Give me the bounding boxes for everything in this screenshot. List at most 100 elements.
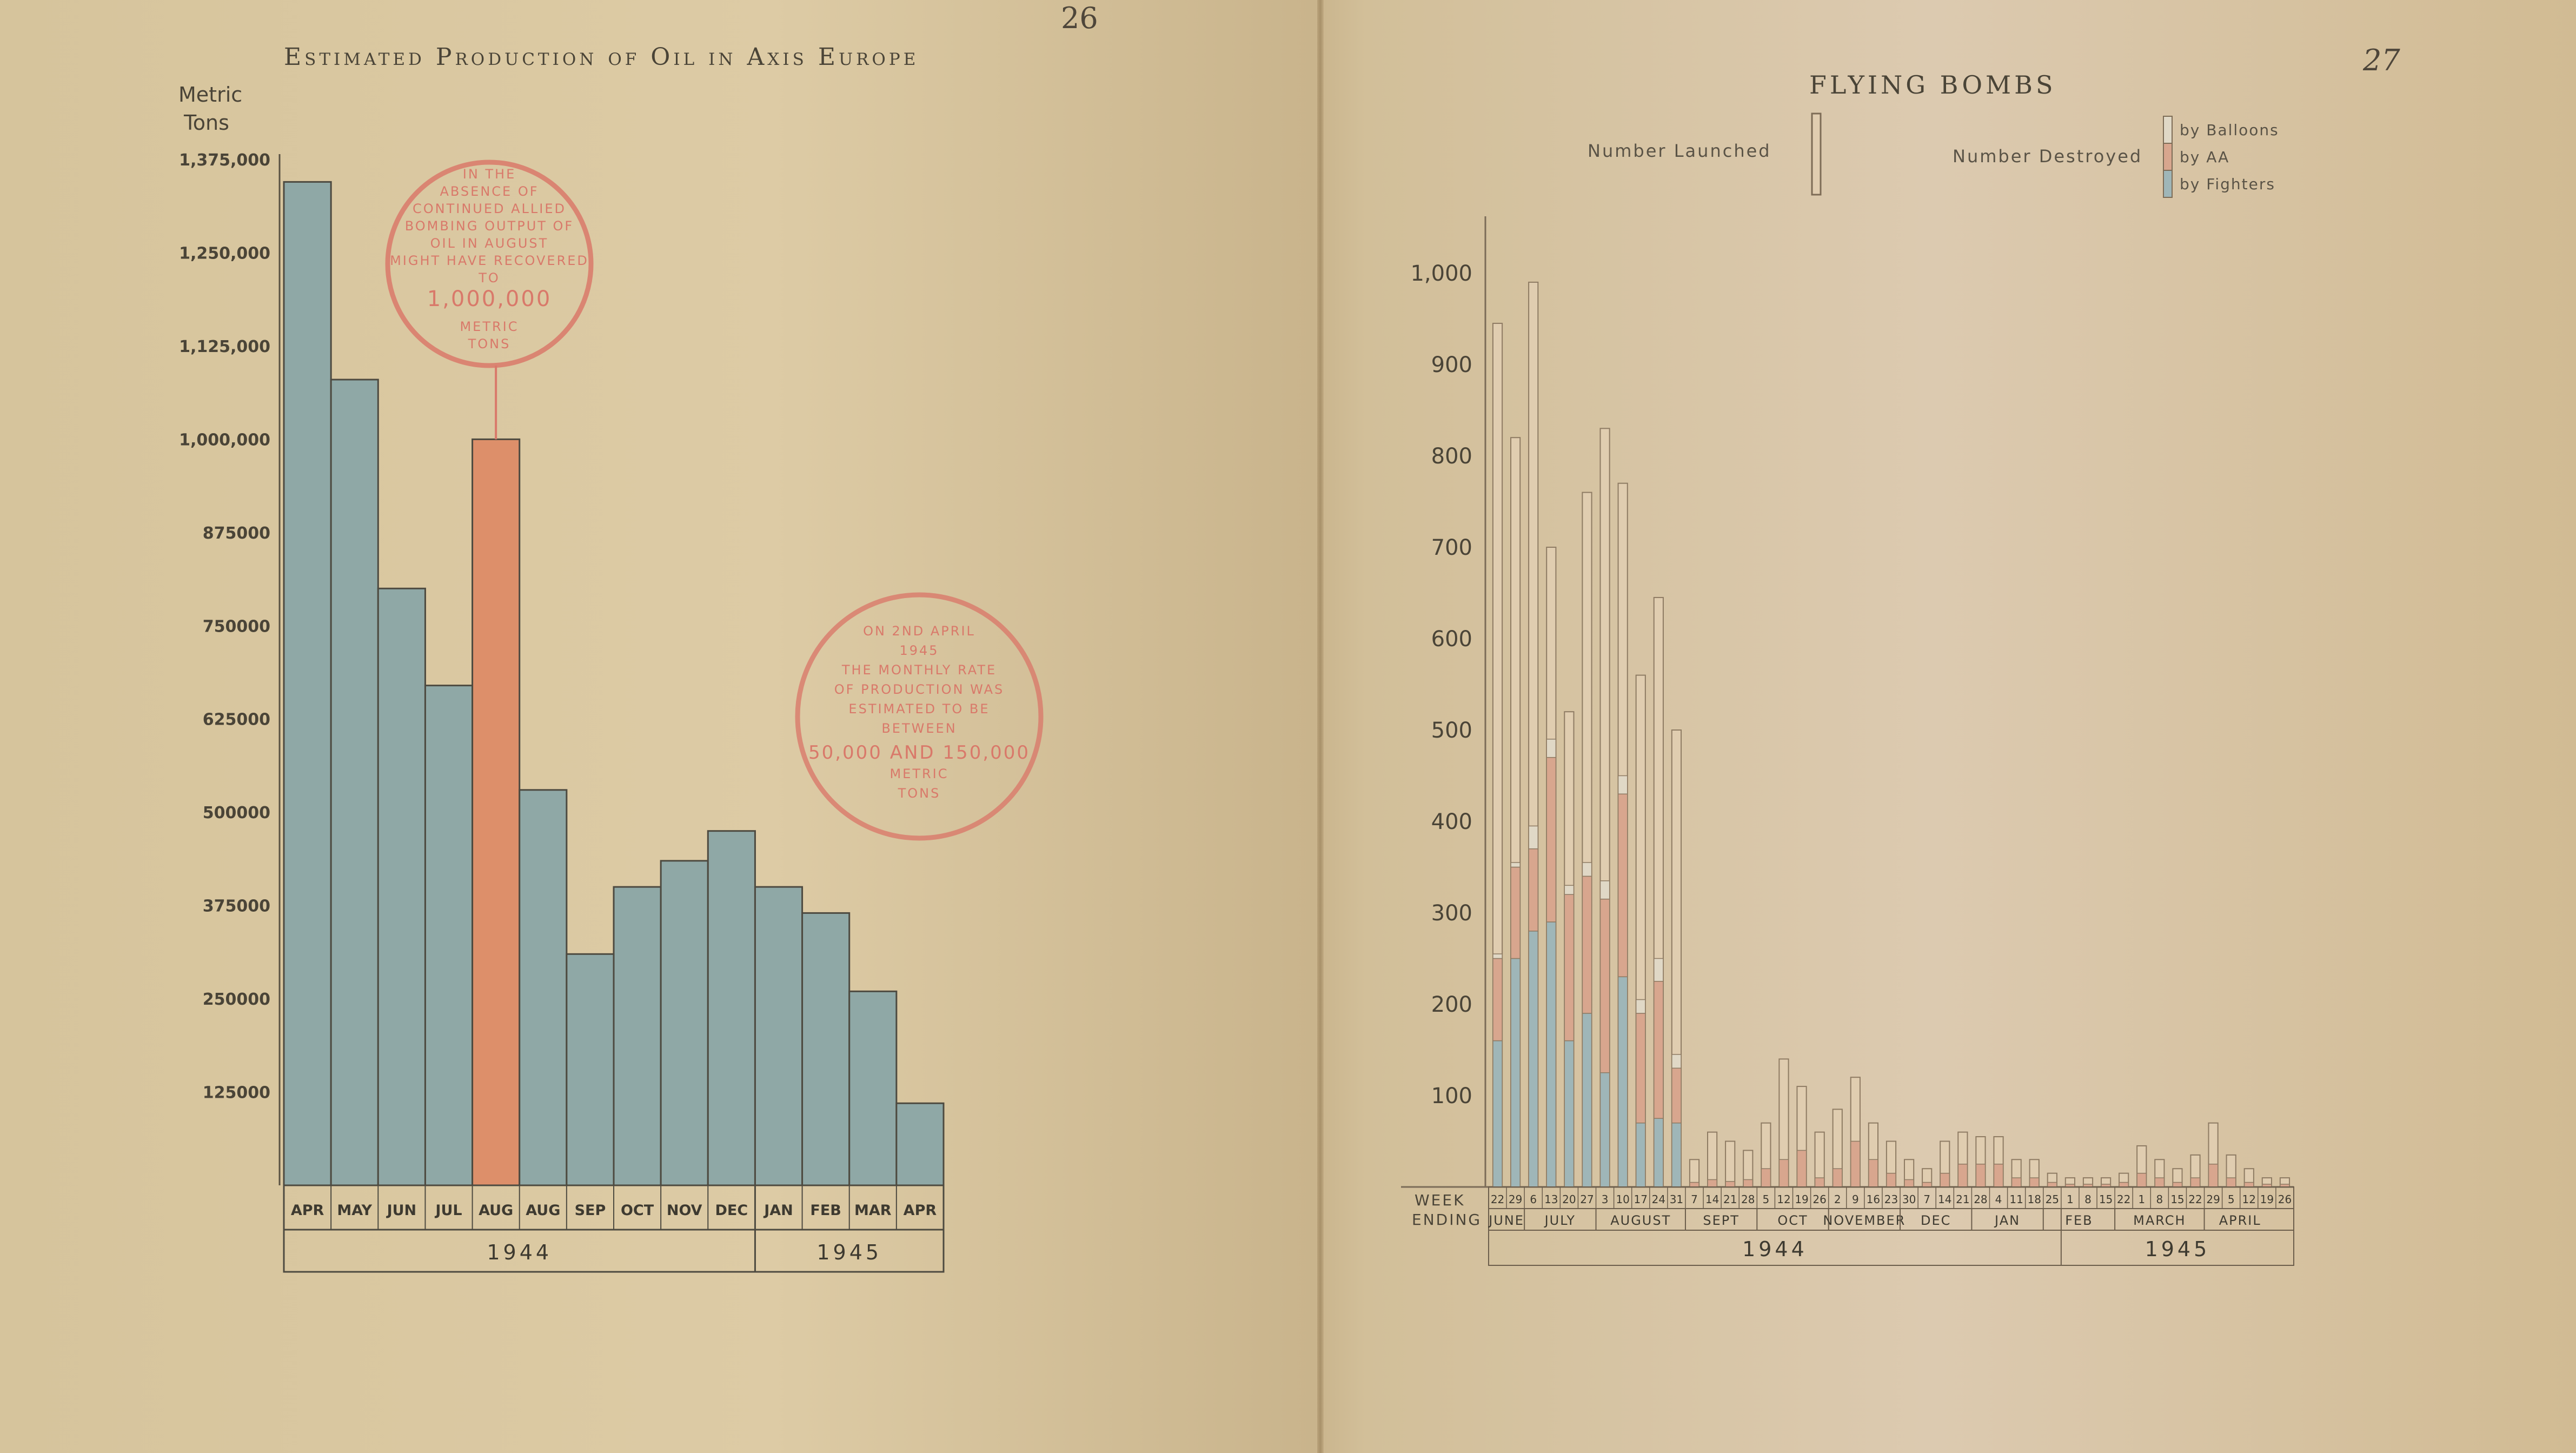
y-tick-label: 625000 (203, 711, 270, 729)
y-tick-label: 750000 (203, 617, 270, 636)
balloons-segment (1617, 775, 1628, 795)
month-label: SEPT (1703, 1213, 1740, 1228)
aa-segment (2136, 1172, 2147, 1187)
y-tick-label: 1,000 (1410, 261, 1472, 286)
x-tick-label: APR (291, 1202, 324, 1219)
y-tick-label: 1,125,000 (179, 337, 270, 356)
x-tick-label: 18 (2027, 1193, 2041, 1206)
y-tick-label: 800 (1431, 444, 1472, 469)
aa-segment (1528, 848, 1539, 932)
month-label: AUGUST (1610, 1213, 1671, 1228)
y-tick-label: 875000 (203, 524, 270, 543)
x-tick-label: 21 (1956, 1193, 1969, 1206)
aa-segment (1761, 1168, 1771, 1187)
right-page: 27 FLYING BOMBS Number Launched Number De… (1323, 0, 2576, 1453)
bar (283, 181, 332, 1186)
x-tick-label: 5 (1763, 1193, 1770, 1206)
aa-segment (2208, 1164, 2219, 1187)
aa-segment (1975, 1164, 1986, 1187)
aa-segment (1922, 1182, 1933, 1187)
balloons-segment (1546, 739, 1557, 758)
x-tick-label: 15 (2099, 1193, 2113, 1206)
x-tick-label: 26 (2278, 1193, 2292, 1206)
x-tick-label: 27 (1580, 1193, 1594, 1206)
aa-segment (1635, 1013, 1646, 1124)
x-tick-label: 31 (1670, 1193, 1683, 1206)
aa-segment (1653, 981, 1664, 1119)
aa-segment (1940, 1172, 1950, 1187)
y-tick-label: 500 (1431, 718, 1472, 743)
x-tick-label: 17 (1634, 1193, 1648, 1206)
x-tick-label: 19 (2260, 1193, 2274, 1206)
x-tick-label: 10 (1616, 1193, 1629, 1206)
aa-segment (2243, 1182, 2254, 1187)
annotation-circle-2 (795, 592, 1044, 841)
launched-bar (1725, 1140, 1736, 1187)
annotation-1-line: 1,000,000 (427, 287, 552, 311)
y-tick-label: 300 (1431, 901, 1472, 926)
aa-segment (2154, 1177, 2165, 1187)
fighters-segment (1671, 1122, 1682, 1187)
page-number-right: 27 (2363, 43, 2400, 77)
balloons-segment (1635, 999, 1646, 1014)
x-tick-label: 23 (1884, 1193, 1898, 1206)
x-tick-label: 19 (1795, 1193, 1808, 1206)
annotation-1-line: TONS (468, 336, 511, 351)
aa-segment (2226, 1177, 2236, 1187)
year-row-frame (1488, 1230, 2294, 1266)
annotation-1-line: IN THE (463, 167, 516, 182)
legend-swatch (2163, 116, 2173, 144)
annotation-2-line: OF PRODUCTION WAS (834, 682, 1004, 697)
fighters-segment (1653, 1118, 1664, 1187)
aa-segment (1796, 1150, 1807, 1187)
aa-segment (2172, 1182, 2183, 1187)
page-number-left: 26 (1061, 1, 1098, 35)
balloons-segment (1653, 958, 1664, 982)
fighters-segment (1582, 1013, 1592, 1187)
x-tick-label: FEB (810, 1202, 841, 1219)
x-tick-label: 29 (1509, 1193, 1522, 1206)
x-tick-label: MAY (337, 1202, 372, 1219)
aa-segment (1743, 1179, 1754, 1187)
aa-segment (2119, 1182, 2129, 1187)
bar (613, 886, 662, 1186)
x-tick-label: 16 (1867, 1193, 1880, 1206)
x-tick-label: AUG (526, 1202, 560, 1219)
x-tick-label: 12 (2242, 1193, 2256, 1206)
y-tick-label: 500000 (203, 804, 270, 822)
page-gutter (1317, 0, 1324, 1453)
oil-production-chart: Metric Tons 125000 250000 375000 500000 625000… (178, 83, 1044, 1273)
fighters-segment (1599, 1072, 1610, 1187)
x-axis-title-line2: ENDING (1412, 1211, 1482, 1229)
balloons-segment (1564, 885, 1575, 895)
aa-segment (1510, 866, 1521, 959)
month-label: FEB (2065, 1213, 2093, 1228)
legend-launched-swatch (1811, 112, 1822, 196)
x-tick-label: 7 (1691, 1193, 1698, 1206)
legend-item-label: by Fighters (2180, 175, 2275, 193)
month-label: MARCH (2133, 1213, 2186, 1228)
balloons-segment (1510, 862, 1521, 868)
x-tick-label: 9 (1852, 1193, 1859, 1206)
y-tick-label: 700 (1431, 535, 1472, 560)
x-tick-label: 1 (2138, 1193, 2145, 1206)
x-tick-label: 14 (1938, 1193, 1951, 1206)
x-tick-label: JUL (434, 1202, 462, 1219)
y-tick-label: 400 (1431, 810, 1472, 834)
x-tick-label: OCT (621, 1202, 654, 1219)
bar (330, 379, 379, 1186)
launched-bar (1707, 1131, 1718, 1188)
annotation-1-line: BOMBING OUTPUT OF (405, 218, 574, 234)
flying-bombs-title: FLYING BOMBS (1809, 70, 2056, 99)
x-tick-label: 29 (2206, 1193, 2220, 1206)
aa-segment (2047, 1182, 2057, 1187)
annotation-circle-1 (385, 160, 594, 368)
y-tick-label: 1,000,000 (179, 430, 270, 449)
legend-swatch (2163, 143, 2173, 171)
y-axis-label-line1: Metric (178, 83, 242, 107)
legend-swatch (2163, 170, 2173, 198)
balloons-segment (1599, 880, 1610, 900)
aa-segment (1993, 1164, 2004, 1187)
annotation-1-line: OIL IN AUGUST (430, 236, 549, 251)
legend-item-label: by AA (2180, 148, 2229, 166)
